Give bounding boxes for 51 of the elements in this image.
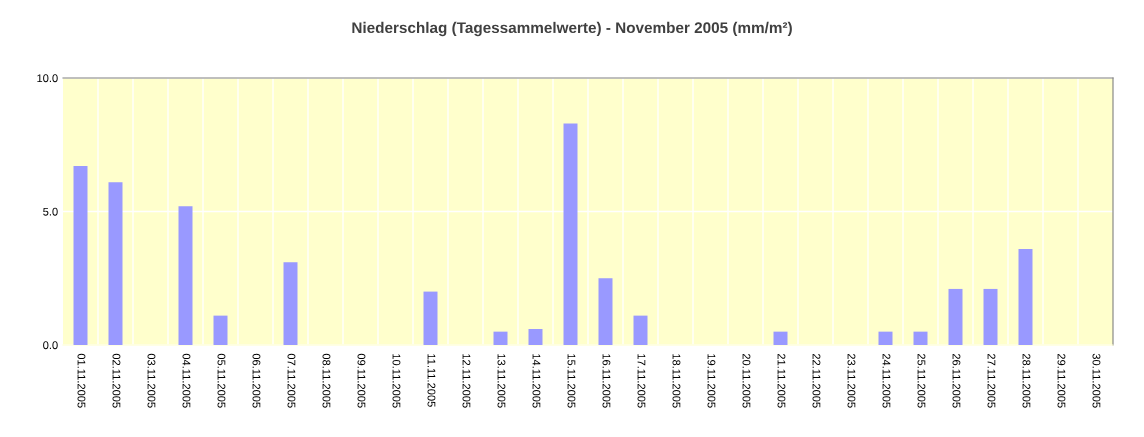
x-tick-label: 07.11.2005 [287, 353, 296, 408]
x-tick-label: 15.11.2005 [567, 354, 576, 408]
y-tick-label: 0.0 [43, 341, 58, 350]
x-tick-label: 02.11.2005 [112, 353, 121, 408]
x-tick-label: 10.11.2005 [392, 354, 401, 408]
x-tick-label: 30.11.2005 [1092, 353, 1101, 408]
x-tick-label: 22.11.2005 [812, 353, 821, 408]
bar [1018, 248, 1033, 345]
x-tick-label: 17.11.2005 [637, 354, 646, 408]
bar [913, 331, 928, 345]
x-tick-label: 11.11.2005 [427, 354, 436, 407]
x-tick-label: 21.11.2005 [777, 353, 786, 408]
bar [878, 331, 893, 345]
x-tick-label: 05.11.2005 [217, 353, 226, 408]
x-tick-label: 09.11.2005 [357, 353, 366, 408]
bar [528, 328, 543, 345]
bar [773, 331, 788, 345]
x-tick-label: 06.11.2005 [252, 353, 261, 408]
x-tick-label: 23.11.2005 [847, 353, 856, 408]
bar [423, 291, 438, 345]
bar [983, 288, 998, 345]
x-tick-label: 13.11.2005 [497, 354, 506, 408]
bar [73, 166, 88, 345]
x-tick-label: 01.11.2005 [77, 353, 86, 408]
chart-title: Niederschlag (Tagessammelwerte) - November 2005 (mm/m²) [352, 21, 792, 37]
x-tick-label: 19.11.2005 [707, 354, 716, 408]
x-tick-label: 29.11.2005 [1057, 353, 1066, 408]
bar [108, 182, 123, 345]
x-tick-label: 12.11.2005 [462, 354, 471, 408]
bar [563, 123, 578, 345]
x-tick-label: 04.11.2005 [182, 353, 191, 408]
y-tick-label: 5.0 [43, 207, 58, 216]
x-tick-label: 24.11.2005 [882, 353, 891, 408]
y-tick-label: 10.0 [37, 74, 58, 83]
x-tick-label: 25.11.2005 [917, 353, 926, 408]
bar [598, 278, 613, 345]
x-tick-label: 20.11.2005 [742, 353, 751, 408]
x-tick-label: 08.11.2005 [322, 353, 331, 408]
x-tick-label: 03.11.2005 [147, 353, 156, 408]
bar [178, 206, 193, 345]
x-tick-label: 28.11.2005 [1022, 353, 1031, 408]
x-tick-label: 18.11.2005 [672, 354, 681, 408]
x-tick-label: 27.11.2005 [987, 353, 996, 408]
bar [633, 315, 648, 345]
bar [213, 315, 228, 345]
x-tick-label: 16.11.2005 [602, 354, 611, 408]
x-tick-label: 26.11.2005 [952, 353, 961, 408]
bar [948, 288, 963, 345]
bar [283, 262, 298, 345]
x-tick-label: 14.11.2005 [532, 354, 541, 408]
bar [493, 331, 508, 345]
